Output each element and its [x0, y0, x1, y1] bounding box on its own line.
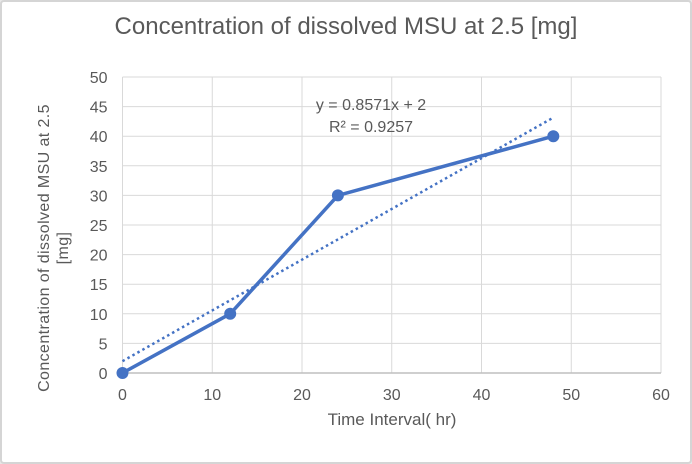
- x-axis-title: Time Interval( hr): [327, 410, 457, 429]
- y-tick-label: 25: [90, 218, 108, 235]
- trendline-label: y = 0.8571x + 2 R² = 0.9257: [251, 95, 491, 139]
- x-tick-label: 50: [562, 387, 580, 404]
- y-tick-label: 10: [90, 307, 108, 324]
- x-tick-label: 20: [293, 387, 311, 404]
- x-tick-label: 60: [652, 387, 670, 404]
- y-axis-title-line2: [mg]: [55, 231, 72, 265]
- data-point-marker: [547, 130, 560, 143]
- y-axis-title-line1: Concentration of dissolved MSU at 2.5: [36, 104, 53, 392]
- y-tick-label: 20: [90, 248, 108, 265]
- series-line: [120, 134, 556, 375]
- y-axis-title: Concentration of dissolved MSU at 2.5 [m…: [35, 58, 73, 438]
- y-tick-label: 40: [90, 129, 108, 146]
- y-tick-label: 30: [90, 188, 108, 205]
- trendline: [121, 116, 554, 363]
- data-point-marker: [331, 189, 344, 202]
- y-tick-label: 45: [90, 100, 108, 117]
- y-tick-label: 0: [99, 366, 108, 383]
- y-tick-label: 15: [90, 277, 108, 294]
- data-point-marker: [224, 307, 237, 320]
- x-tick-label: 0: [118, 387, 127, 404]
- x-tick-label: 10: [203, 387, 221, 404]
- chart-title: Concentration of dissolved MSU at 2.5 [m…: [114, 13, 578, 40]
- y-tick-label: 35: [90, 159, 108, 176]
- y-tick-label: 50: [90, 70, 108, 87]
- data-point-marker: [116, 367, 129, 379]
- trendline-equation: y = 0.8571x + 2: [315, 97, 427, 114]
- x-tick-label: 30: [383, 387, 401, 404]
- trendline-r-squared: R² = 0.9257: [328, 119, 414, 136]
- y-tick-label: 5: [99, 336, 108, 353]
- x-tick-label: 40: [473, 387, 491, 404]
